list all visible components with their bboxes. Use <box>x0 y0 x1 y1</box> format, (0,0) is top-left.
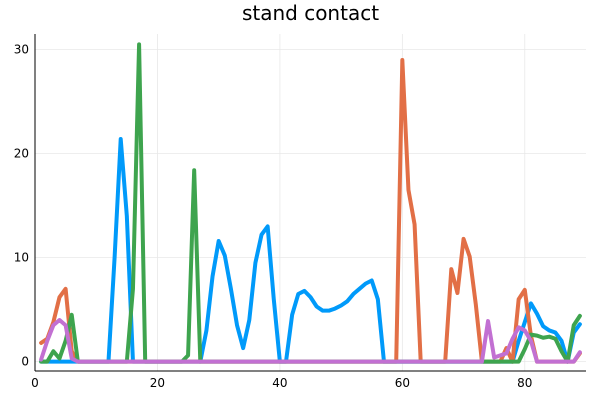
series-line-4 <box>39 318 582 364</box>
x-tick-label: 20 <box>150 376 165 390</box>
series-lines <box>39 42 582 364</box>
y-tick-labels: 0 10 20 30 <box>14 43 29 369</box>
y-tick-label: 20 <box>14 147 29 161</box>
y-tick-label: 30 <box>14 43 29 57</box>
axes <box>34 34 586 372</box>
chart-title: stand contact <box>242 1 379 25</box>
x-tick-labels: 0 20 40 60 80 <box>31 376 532 390</box>
series-line-2 <box>39 58 582 364</box>
x-tick-label: 60 <box>395 376 410 390</box>
y-tick-label: 0 <box>21 355 29 369</box>
x-tick-label: 80 <box>517 376 532 390</box>
y-tick-label: 10 <box>14 251 29 265</box>
x-tick-label: 0 <box>31 376 39 390</box>
x-tick-label: 40 <box>272 376 287 390</box>
series-line-1 <box>39 137 582 364</box>
series-line-3 <box>39 42 582 364</box>
